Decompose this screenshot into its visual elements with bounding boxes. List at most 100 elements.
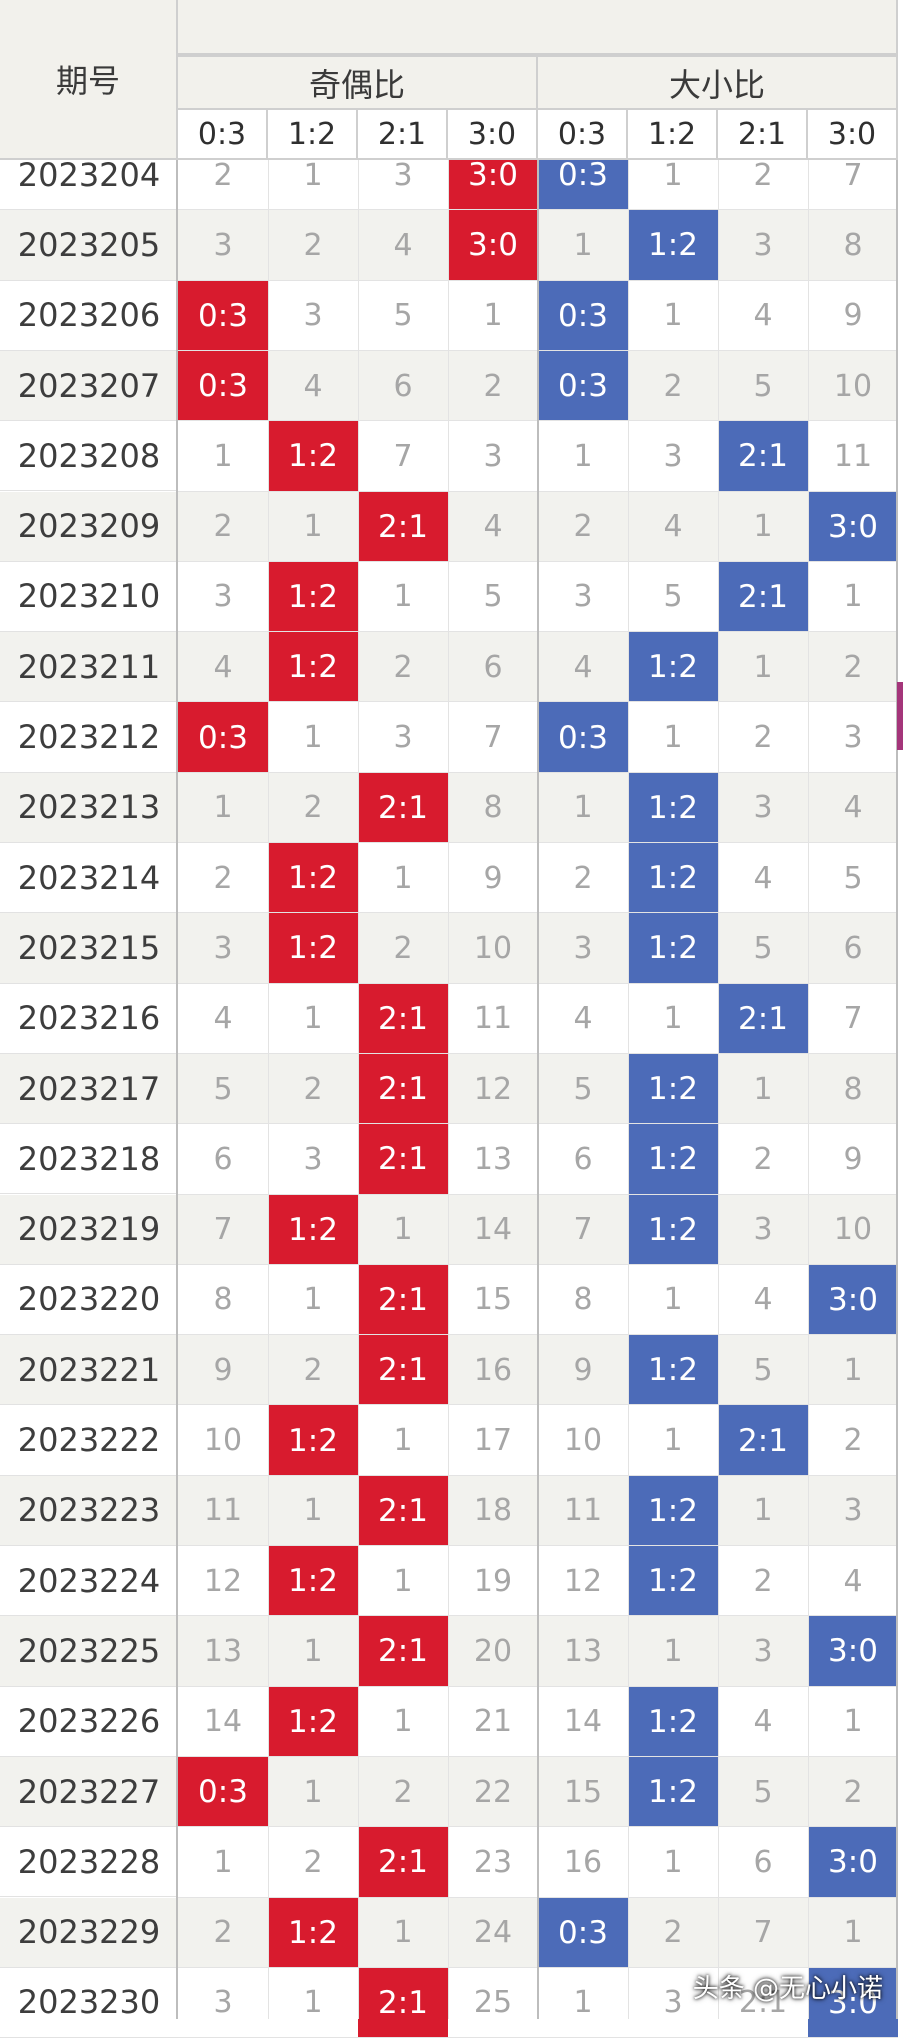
odd-even-cell: 5 (358, 280, 448, 351)
odd-even-cell: 4 (358, 210, 448, 281)
issue-number: 2023216 (0, 983, 178, 1054)
odd-even-cell-hit: 1:2 (268, 421, 358, 492)
big-small-cell-hit: 0:3 (538, 702, 628, 773)
big-small-cell: 9 (538, 1335, 628, 1406)
issue-number: 2023213 (0, 772, 178, 843)
odd-even-cell: 6 (178, 1124, 268, 1195)
column-divider (537, 160, 539, 2019)
issue-number: 2023210 (0, 561, 178, 633)
odd-even-cell: 24 (448, 1897, 538, 1968)
big-small-cell: 3 (718, 210, 808, 281)
ratio-subheader: 1:2 (268, 110, 358, 160)
big-small-cell: 3 (718, 772, 808, 843)
odd-even-cell: 2 (358, 632, 448, 703)
big-small-cell: 2 (718, 702, 808, 773)
odd-even-cell: 1 (268, 1756, 358, 1828)
odd-even-cell: 1 (268, 491, 358, 562)
big-small-cell-hit: 3:0 (808, 1827, 898, 1898)
big-small-cell: 2 (538, 491, 628, 562)
odd-even-cell: 12 (178, 1546, 268, 1617)
big-small-cell: 2 (808, 632, 898, 703)
big-small-cell-hit: 0:3 (538, 1897, 628, 1968)
issue-number: 2023205 (0, 210, 178, 281)
big-small-cell: 8 (808, 1053, 898, 1125)
header-top-band (178, 0, 898, 55)
odd-even-cell: 6 (358, 350, 448, 422)
odd-even-cell-hit: 1:2 (268, 1686, 358, 1757)
issue-number: 2023220 (0, 1264, 178, 1336)
column-divider (358, 160, 359, 2019)
issue-number: 2023229 (0, 1897, 178, 1968)
issue-number: 2023209 (0, 491, 178, 562)
issue-number: 2023206 (0, 280, 178, 351)
odd-even-cell: 1 (178, 421, 268, 492)
odd-even-cell-hit: 0:3 (178, 1756, 268, 1828)
big-small-cell-hit: 2:1 (718, 983, 808, 1054)
big-small-cell: 12 (538, 1546, 628, 1617)
big-small-cell: 4 (718, 280, 808, 351)
odd-even-cell: 1 (268, 1616, 358, 1687)
odd-even-cell: 19 (448, 1546, 538, 1617)
big-small-cell-hit: 1:2 (628, 843, 718, 914)
odd-even-cell: 1 (358, 1194, 448, 1265)
big-small-cell: 1 (808, 561, 898, 633)
big-small-cell-hit: 1:2 (628, 632, 718, 703)
big-small-cell: 1 (808, 1686, 898, 1757)
issue-number: 2023230 (0, 1967, 178, 2038)
big-small-cell: 3 (538, 913, 628, 984)
big-small-cell-hit: 2:1 (718, 421, 808, 492)
big-small-cell-hit: 1:2 (628, 1686, 718, 1757)
big-small-cell: 3 (718, 1194, 808, 1265)
odd-even-cell: 3 (448, 421, 538, 492)
issue-column-divider (176, 0, 178, 2019)
odd-even-cell: 15 (448, 1264, 538, 1336)
odd-even-cell: 7 (448, 702, 538, 773)
big-small-cell: 4 (718, 843, 808, 914)
odd-even-cell: 16 (448, 1335, 538, 1406)
issue-number: 2023215 (0, 913, 178, 984)
odd-even-cell-hit: 2:1 (358, 1053, 448, 1125)
odd-even-cell-hit: 3:0 (448, 210, 538, 281)
odd-even-cell-hit: 1:2 (268, 1897, 358, 1968)
odd-even-cell: 14 (178, 1686, 268, 1757)
big-small-cell: 9 (808, 280, 898, 351)
odd-even-cell: 9 (178, 1335, 268, 1406)
big-small-cell: 2 (718, 1546, 808, 1617)
issue-number: 2023217 (0, 1053, 178, 1125)
big-small-cell: 7 (718, 1897, 808, 1968)
big-small-cell: 5 (718, 913, 808, 984)
issue-column-header: 期号 (0, 0, 178, 160)
issue-number: 2023224 (0, 1546, 178, 1617)
scroll-indicator (897, 682, 903, 750)
big-small-cell: 1 (718, 632, 808, 703)
odd-even-cell: 2 (268, 1827, 358, 1898)
big-small-cell: 3 (538, 561, 628, 633)
odd-even-cell-hit: 2:1 (358, 1967, 448, 2038)
odd-even-cell: 1 (178, 772, 268, 843)
odd-even-cell: 1 (358, 561, 448, 633)
big-small-cell: 2 (628, 350, 718, 422)
issue-number: 2023226 (0, 1686, 178, 1757)
big-small-cell: 15 (538, 1756, 628, 1828)
big-small-cell-hit: 1:2 (628, 1475, 718, 1546)
big-small-cell: 14 (538, 1686, 628, 1757)
odd-even-cell: 22 (448, 1756, 538, 1828)
big-small-cell: 2 (538, 843, 628, 914)
odd-even-cell: 3 (178, 913, 268, 984)
odd-even-cell: 20 (448, 1616, 538, 1687)
column-divider (268, 160, 269, 2019)
big-small-cell-hit: 1:2 (628, 1756, 718, 1828)
big-small-cell: 7 (808, 983, 898, 1054)
odd-even-cell: 6 (448, 632, 538, 703)
big-small-cell: 4 (538, 983, 628, 1054)
odd-even-cell-hit: 1:2 (268, 1546, 358, 1617)
odd-even-cell: 2 (178, 1897, 268, 1968)
odd-even-cell: 4 (178, 983, 268, 1054)
big-small-cell: 3 (808, 702, 898, 773)
odd-even-cell-hit: 2:1 (358, 1827, 448, 1898)
big-small-cell: 5 (538, 1053, 628, 1125)
big-small-cell: 5 (808, 843, 898, 914)
big-small-cell: 11 (808, 421, 898, 492)
big-small-cell: 1 (808, 1897, 898, 1968)
